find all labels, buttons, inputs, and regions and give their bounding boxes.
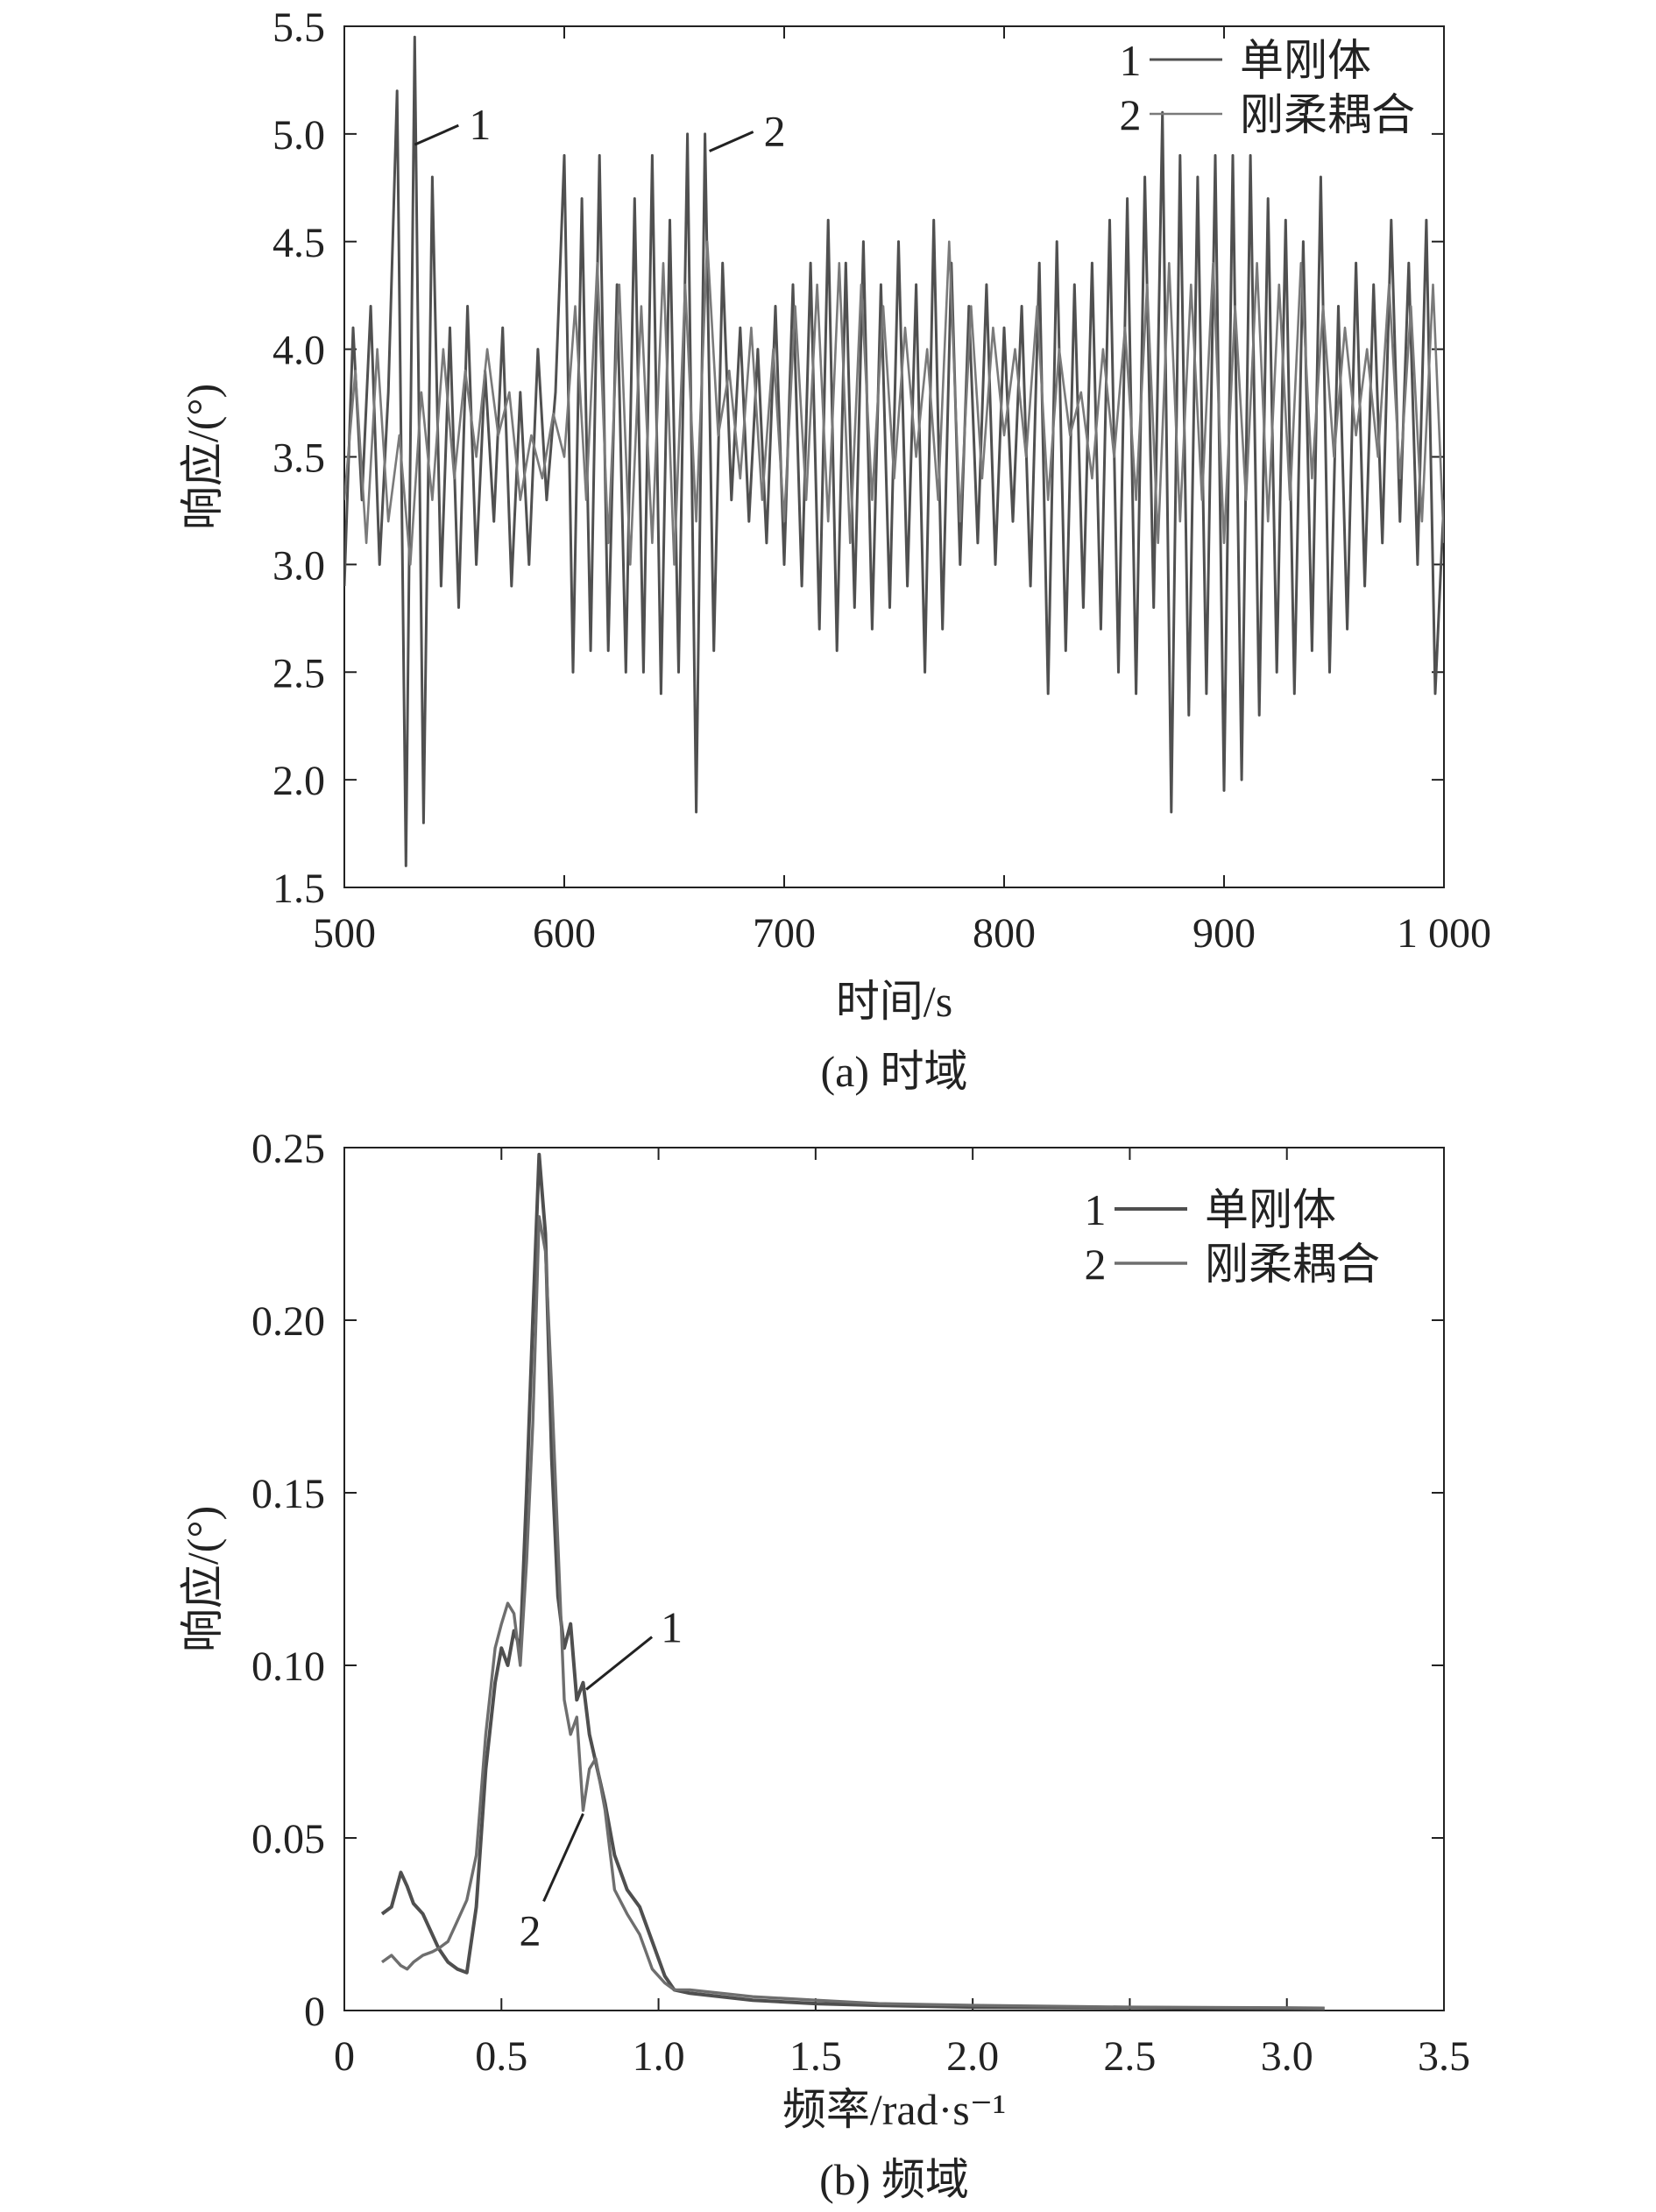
x-tick-label: 500 <box>313 910 376 957</box>
x-axis-label: 时间/s <box>836 977 952 1026</box>
annotation-label-1: 1 <box>469 100 491 149</box>
legend-number-2: 2 <box>1085 1240 1107 1289</box>
x-tick-label: 3.0 <box>1261 2033 1313 2080</box>
series-line-1 <box>380 1152 1325 2011</box>
plot-frame-1 <box>343 1147 1445 2011</box>
x-tick-label: 1.5 <box>789 2033 842 2080</box>
x-tick-label: 2.5 <box>1103 2033 1156 2080</box>
series-line-2 <box>381 1215 1325 2010</box>
y-tick-label: 4.5 <box>272 220 325 266</box>
x-tick-label: 0 <box>334 2033 355 2080</box>
legend-label-1: 单刚体 <box>1205 1185 1336 1234</box>
x-axis-label: 频率/rad·s⁻¹ <box>782 2085 1006 2134</box>
x-tick-label: 800 <box>973 910 1036 957</box>
legend-label-2: 刚柔耦合 <box>1240 90 1415 139</box>
figure-caption: (b) 频域 <box>819 2155 969 2204</box>
x-tick-label: 0.5 <box>475 2033 527 2080</box>
y-tick-label: 5.5 <box>272 4 325 51</box>
y-axis-label: 响应/(°) <box>178 384 227 530</box>
y-tick-label: 0.20 <box>251 1298 325 1345</box>
y-axis-label: 响应/(°) <box>178 1506 227 1652</box>
x-tick-label: 600 <box>533 910 596 957</box>
x-tick-label: 2.0 <box>946 2033 999 2080</box>
series-line-2 <box>344 240 1444 566</box>
y-tick-label: 0.25 <box>251 1126 325 1172</box>
figure-caption: (a) 时域 <box>821 1047 968 1096</box>
y-tick-label: 0 <box>304 1989 325 2035</box>
legend-number-2: 2 <box>1120 90 1142 139</box>
y-tick-label: 0.05 <box>251 1816 325 1862</box>
y-tick-label: 0.10 <box>251 1643 325 1690</box>
annotation-leader-2 <box>709 131 754 152</box>
y-tick-label: 2.0 <box>272 758 325 804</box>
y-tick-label: 3.0 <box>272 542 325 589</box>
legend-number-1: 1 <box>1120 36 1142 85</box>
y-tick-label: 4.0 <box>272 328 325 374</box>
y-tick-label: 3.5 <box>272 435 325 482</box>
annotation-label-2: 2 <box>764 107 786 156</box>
x-tick-label: 1.0 <box>633 2033 685 2080</box>
x-tick-label: 700 <box>753 910 816 957</box>
legend-label-2: 刚柔耦合 <box>1205 1240 1380 1289</box>
annotation-leader-1 <box>414 124 459 146</box>
annotation-leader-2 <box>542 1813 584 1903</box>
legend-number-1: 1 <box>1085 1185 1107 1234</box>
annotation-label-1: 1 <box>661 1603 683 1652</box>
annotation-leader-1 <box>585 1636 654 1691</box>
x-tick-label: 1 000 <box>1397 910 1491 957</box>
annotation-label-2: 2 <box>520 1905 541 1954</box>
y-tick-label: 0.15 <box>251 1471 325 1517</box>
legend-label-1: 单刚体 <box>1240 36 1371 85</box>
y-tick-label: 1.5 <box>272 866 325 912</box>
series-line-1 <box>344 35 1444 867</box>
x-tick-label: 3.5 <box>1418 2033 1470 2080</box>
y-tick-label: 2.5 <box>272 650 325 696</box>
x-tick-label: 900 <box>1192 910 1256 957</box>
y-tick-label: 5.0 <box>272 112 325 159</box>
